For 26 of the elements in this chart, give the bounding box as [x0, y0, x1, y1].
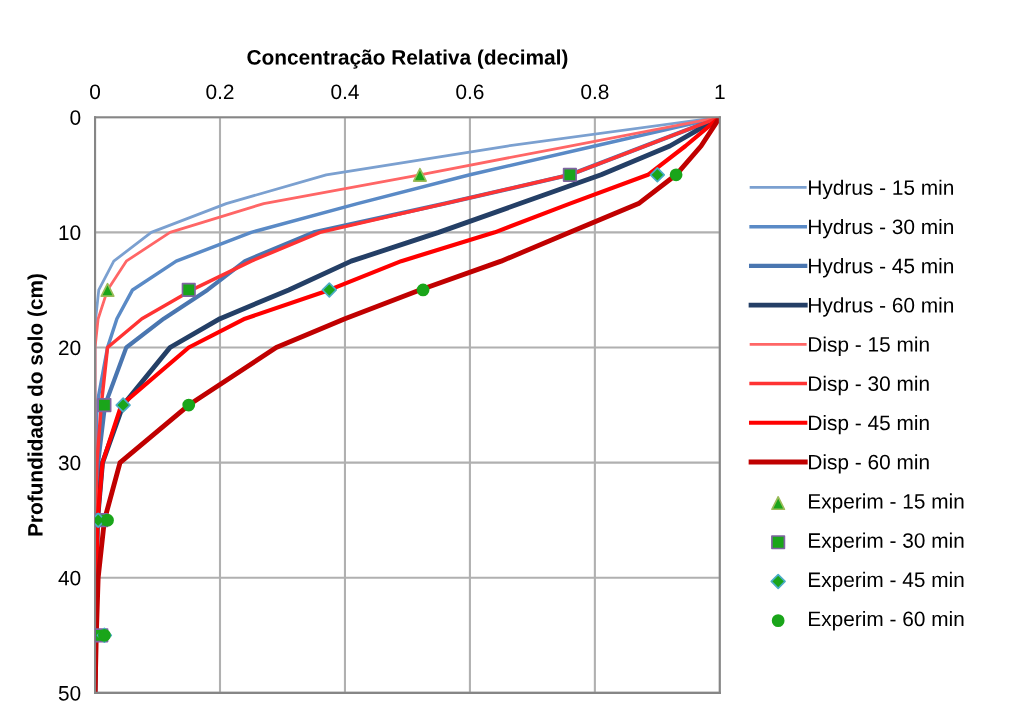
legend-label: Experim - 30 min [809, 532, 964, 553]
y-tick-label: 20 [59, 340, 81, 356]
x-tick-label: 0.6 [456, 84, 484, 100]
legend-label: Disp - 15 min [809, 336, 929, 356]
x-axis-title: Concentração Relativa (decimal) [247, 49, 568, 69]
legend-label: Experim - 15 min [809, 493, 964, 513]
legend-label: Disp - 45 min [809, 414, 929, 435]
legend-label: Hydrus - 30 min [809, 218, 954, 239]
y-tick-label: 0 [70, 110, 81, 125]
legend-label: Hydrus - 45 min [809, 258, 954, 278]
y-axis-title: Profundidade do solo (cm) [27, 274, 47, 536]
x-tick-label: 0.4 [331, 84, 359, 100]
y-tick-label: 50 [58, 685, 81, 701]
x-tick-label: 0 [90, 84, 101, 100]
x-tick-label: 0.8 [581, 84, 609, 100]
legend-label: Disp - 30 min [809, 375, 929, 396]
y-tick-label: 10 [59, 225, 81, 241]
legend-label: Hydrus - 60 min [809, 297, 954, 317]
legend-label: Experim - 60 min [809, 611, 964, 631]
y-tick-label: 40 [58, 570, 81, 586]
x-tick-label: 0.2 [206, 84, 234, 100]
y-tick-label: 30 [58, 455, 81, 471]
x-tick-label: 1 [715, 84, 725, 100]
legend-label: Hydrus - 15 min [809, 179, 954, 200]
legend-label: Disp - 60 min [809, 454, 929, 474]
legend-label: Experim - 45 min [809, 571, 964, 592]
